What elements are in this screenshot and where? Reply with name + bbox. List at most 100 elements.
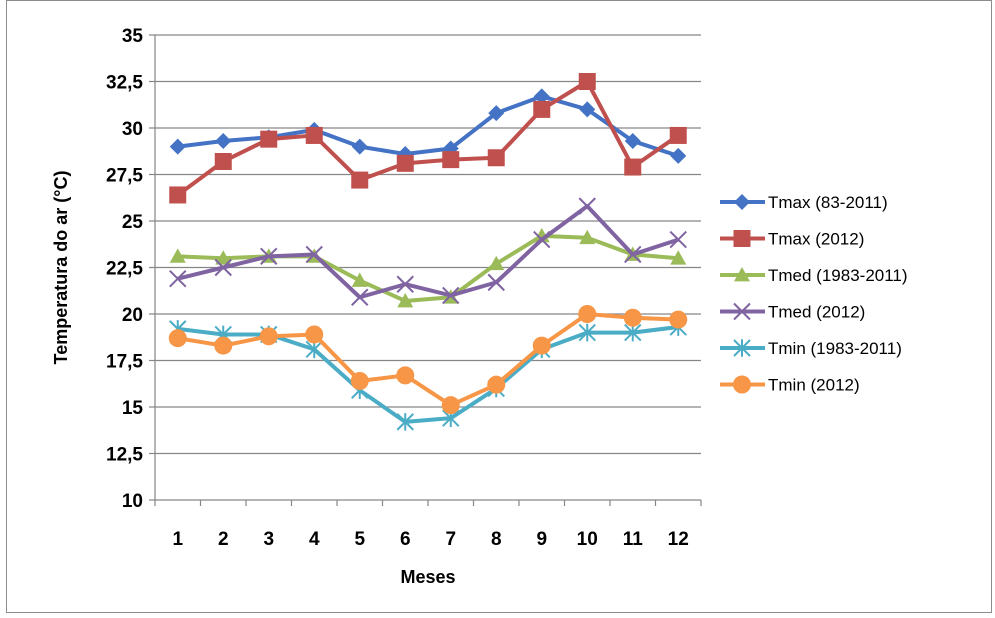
legend-marker [733,339,751,357]
data-point [533,100,551,118]
data-point [578,305,597,323]
data-point [214,258,232,277]
legend-marker [734,194,750,210]
data-point [351,272,368,287]
x-tick-label: 11 [623,529,644,550]
legend-marker [733,230,751,247]
data-point [579,229,596,245]
data-point [169,248,186,263]
x-tick-label: 7 [445,529,456,550]
y-tick-label: 12,5 [106,445,143,466]
data-point [533,88,550,105]
data-point [259,327,278,346]
data-point [487,375,506,394]
series-group [168,73,688,431]
data-point [623,308,642,327]
legend-entry: Tmed (1983-2011) [720,266,908,285]
y-tick-labels: 10 12,5 15 17,5 20 22,5 25 27,5 30 32,5 35 [106,26,143,512]
y-tick-label: 17,5 [106,352,143,373]
legend-entry: Tmed (2012) [720,303,865,322]
data-point [670,250,687,265]
data-point [533,230,551,249]
x-tick-label: 10 [577,529,598,550]
gridlines [155,34,701,455]
data-point [441,396,460,415]
axes [149,34,702,506]
data-point [669,126,687,144]
y-tick-label: 25 [122,212,144,233]
data-point [214,336,233,355]
legend-entry: Tmax (2012) [720,230,864,249]
data-point [624,323,642,342]
legend-label: Tmax (83-2011) [768,193,888,212]
chart-frame [6,0,992,613]
data-point [305,245,323,264]
y-tick-label: 10 [122,491,143,512]
data-point [169,186,187,204]
data-point [169,138,186,155]
series-4 [169,197,687,306]
legend-entry: Tmin (1983-2011) [720,339,902,358]
legend-label: Tmed (2012) [768,303,865,322]
data-point [488,255,505,271]
legend-label: Tmax (2012) [768,230,864,249]
data-point [396,154,414,172]
y-tick-label: 27,5 [106,166,143,187]
x-tick-label: 3 [263,529,274,550]
data-point [579,101,596,118]
y-axis-title: Temperatura do ar (°C) [51,171,71,365]
data-point [396,366,415,385]
legend-label: Tmin (2012) [768,376,860,395]
x-axis-title: Meses [400,567,455,587]
series-5 [169,318,687,431]
data-point [350,371,369,390]
data-point [214,152,232,170]
series-line [177,312,679,408]
x-tick-label: 4 [309,529,320,550]
legend-entry: Tmin (2012) [720,375,860,395]
data-point [669,310,688,329]
data-point [351,288,369,306]
data-point [397,292,414,308]
data-point [396,413,414,431]
data-point [488,105,505,122]
x-tick-label: 2 [218,529,229,550]
data-point [215,250,232,265]
y-tick-label: 20 [122,305,143,326]
legend-marker [734,267,750,282]
data-point [624,158,642,176]
legend-label: Tmed (1983-2011) [768,266,908,285]
x-tick-label: 9 [536,529,547,550]
data-point [260,247,278,266]
x-tick-label: 1 [172,529,183,550]
data-point [487,273,505,292]
legend-marker [733,375,751,394]
y-tick-label: 22,5 [106,259,143,280]
x-tick-label: 5 [354,529,365,550]
data-point [578,323,596,342]
data-point [442,151,460,169]
data-point [260,130,278,148]
data-point [396,275,414,293]
series-6 [168,305,688,415]
data-point [305,126,323,144]
data-point [215,133,232,150]
y-tick-label: 35 [122,26,144,47]
legend-marker [733,302,751,321]
data-point [578,73,596,90]
legend-label: Tmin (1983-2011) [768,339,902,358]
y-tick-label: 15 [122,398,144,419]
data-point [624,245,642,264]
data-point [532,336,551,355]
x-tick-label: 12 [668,529,689,550]
x-tick-label: 8 [491,529,502,550]
x-tick-labels: 1 2 3 4 5 6 7 8 9 10 11 12 [172,529,688,550]
data-point [624,133,641,150]
series-line [177,204,679,300]
data-point [169,269,187,288]
data-point [669,230,687,249]
data-point [305,340,323,359]
data-point [487,149,505,167]
data-point [670,147,687,164]
data-point [168,329,187,348]
